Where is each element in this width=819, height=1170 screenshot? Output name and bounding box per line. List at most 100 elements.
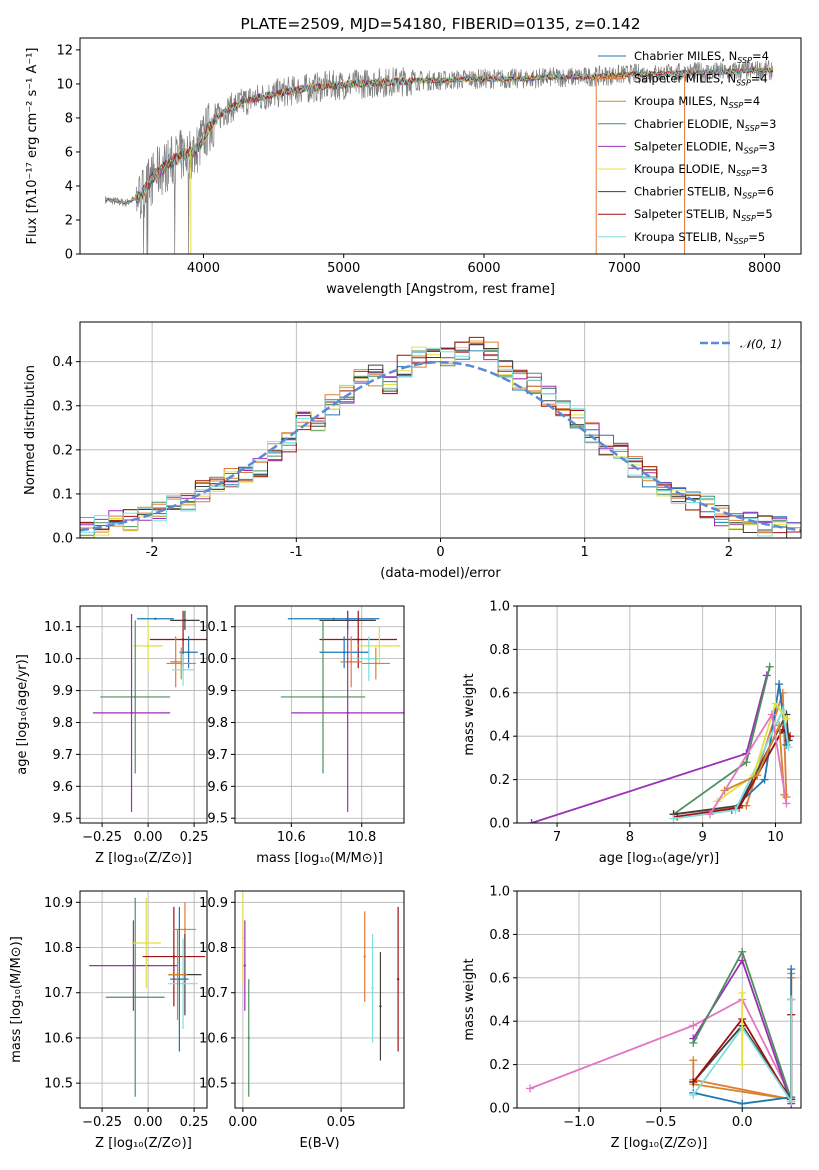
y-tick-label: 9.5	[207, 812, 228, 827]
x-tick-label: -1	[290, 545, 303, 560]
y-tick-label: 0.0	[489, 1102, 510, 1117]
data-point	[183, 928, 187, 931]
x-tick-label: −1.0	[563, 1115, 595, 1130]
x-tick-label: 9	[699, 830, 707, 845]
residual-histogram	[80, 347, 801, 537]
y-tick-label: 0.4	[52, 355, 73, 370]
y-tick-label: 10.7	[199, 986, 228, 1001]
legend-label: Kroupa ELODIE, NSSP=3	[634, 162, 768, 178]
data-point	[346, 711, 349, 715]
residual-histogram	[80, 340, 801, 538]
y-axis-label: mass weight	[462, 673, 477, 755]
data-point	[332, 617, 335, 620]
y-tick-label: 2	[65, 213, 73, 228]
data-point	[247, 1036, 250, 1040]
x-tick-label: −0.5	[645, 1115, 677, 1130]
x-axis-label: mass [log₁₀(M/M⊙)]	[256, 851, 383, 866]
data-point	[183, 619, 187, 622]
y-tick-label: 10.1	[199, 620, 228, 635]
observed-spectrum-line	[104, 60, 774, 254]
legend-label: Salpeter ELODIE, NSSP=3	[634, 139, 775, 155]
y-tick-label: 10	[56, 77, 73, 92]
y-tick-label: 9.9	[52, 684, 73, 699]
y-tick-label: 0.3	[52, 399, 73, 414]
x-tick-label: 0	[436, 545, 444, 560]
panel-age-vs-mass: 10.6 10.8 9.5 9.6 9.7 9.8 9.9 10.0 10.1 mass [log…	[199, 605, 405, 866]
plot-area	[526, 947, 796, 1108]
data-point	[367, 657, 370, 660]
y-tick-label: 4	[65, 179, 73, 194]
data-point	[181, 668, 185, 672]
panel-mass-weight-vs-age: 7 8 9 10 0.0 0.2 0.4 0.6 0.8 1.0 age [log₁₀(age/yr…	[462, 600, 802, 866]
y-tick-label: 10.6	[199, 1031, 228, 1046]
y-tick-label: 6	[65, 145, 73, 160]
legend-label: Salpeter MILES, NSSP=4	[634, 72, 768, 88]
data-point	[357, 638, 360, 641]
data-point	[374, 662, 378, 665]
y-tick-label: 10.0	[199, 652, 228, 667]
x-tick-label: 10	[767, 830, 784, 845]
mass-weight-line	[677, 728, 791, 818]
plot-area	[280, 610, 404, 812]
legend: 𝒩(0, 1)	[700, 337, 782, 351]
plot-area	[92, 610, 207, 812]
y-tick-label: 0.2	[489, 773, 510, 788]
x-tick-label: 7	[553, 830, 561, 845]
data-point	[178, 977, 181, 981]
x-tick-label: 10.6	[277, 830, 306, 845]
y-tick-label: 10.0	[44, 652, 73, 667]
axes-frame	[79, 37, 802, 255]
axes-frame	[79, 890, 208, 1109]
model-spectrum-line	[105, 67, 774, 204]
y-tick-label: 10.5	[44, 1077, 73, 1092]
mass-weight-line	[716, 701, 788, 803]
data-point	[154, 617, 157, 620]
y-tick-label: 1.0	[489, 600, 510, 615]
legend-label: Kroupa STELIB, NSSP=5	[634, 230, 765, 246]
y-tick-label: 0.0	[52, 532, 73, 547]
model-spectrum-line	[104, 67, 773, 204]
data-point	[371, 986, 374, 990]
data-point	[146, 644, 150, 648]
x-axis-label: E(B-V)	[299, 1136, 339, 1151]
gaussian-curve	[80, 360, 801, 532]
y-tick-label: 0.8	[489, 928, 510, 943]
legend-label: Chabrier STELIB, NSSP=6	[634, 185, 774, 201]
legend-label: 𝒩(0, 1)	[740, 337, 782, 351]
axes-frame	[516, 890, 802, 1109]
x-tick-label: 7000	[608, 261, 641, 276]
plot-area	[80, 336, 801, 538]
x-tick-label: 5000	[327, 261, 360, 276]
data-point	[378, 644, 381, 648]
plot-area	[241, 893, 400, 1097]
y-tick-label: 10.9	[44, 896, 73, 911]
data-point	[321, 695, 325, 699]
y-tick-label: 9.7	[207, 748, 228, 763]
y-tick-label: 10.7	[44, 986, 73, 1001]
legend: Chabrier MILES, NSSP=4 Salpeter MILES, NS…	[598, 49, 776, 246]
legend-label: Kroupa MILES, NSSP=4	[634, 94, 760, 110]
y-axis-label: Flux [fλ10⁻¹⁷ erg cm⁻² s⁻¹ A⁻¹]	[25, 48, 40, 245]
y-tick-label: 10.6	[44, 1031, 73, 1046]
y-tick-label: 0.4	[489, 730, 510, 745]
axes-frame	[79, 321, 802, 539]
x-axis-label: age [log₁₀(age/yr)]	[599, 851, 720, 866]
data-point	[396, 977, 400, 981]
y-tick-label: 12	[56, 43, 73, 58]
axes-frame	[516, 605, 802, 824]
data-point	[363, 955, 366, 958]
y-tick-label: 9.9	[207, 684, 228, 699]
x-axis-label: (data-model)/error	[380, 566, 501, 581]
data-point	[181, 982, 185, 985]
x-tick-label: 6000	[467, 261, 500, 276]
panel-mass-vs-z: −0.25 0.00 0.25 10.5 10.6 10.7 10.8 10.9 Z [log₁…	[9, 890, 209, 1151]
data-point	[187, 651, 190, 654]
y-tick-label: 0.6	[489, 971, 510, 986]
y-tick-label: 0.2	[52, 443, 73, 458]
x-tick-label: -2	[146, 545, 159, 560]
data-point	[180, 662, 183, 665]
residual-histogram	[80, 344, 801, 538]
panel-spectrum: 4000 5000 6000 7000 8000 0 2 4 6 8 10 12 wavelength …	[25, 15, 802, 297]
data-point	[243, 964, 247, 967]
